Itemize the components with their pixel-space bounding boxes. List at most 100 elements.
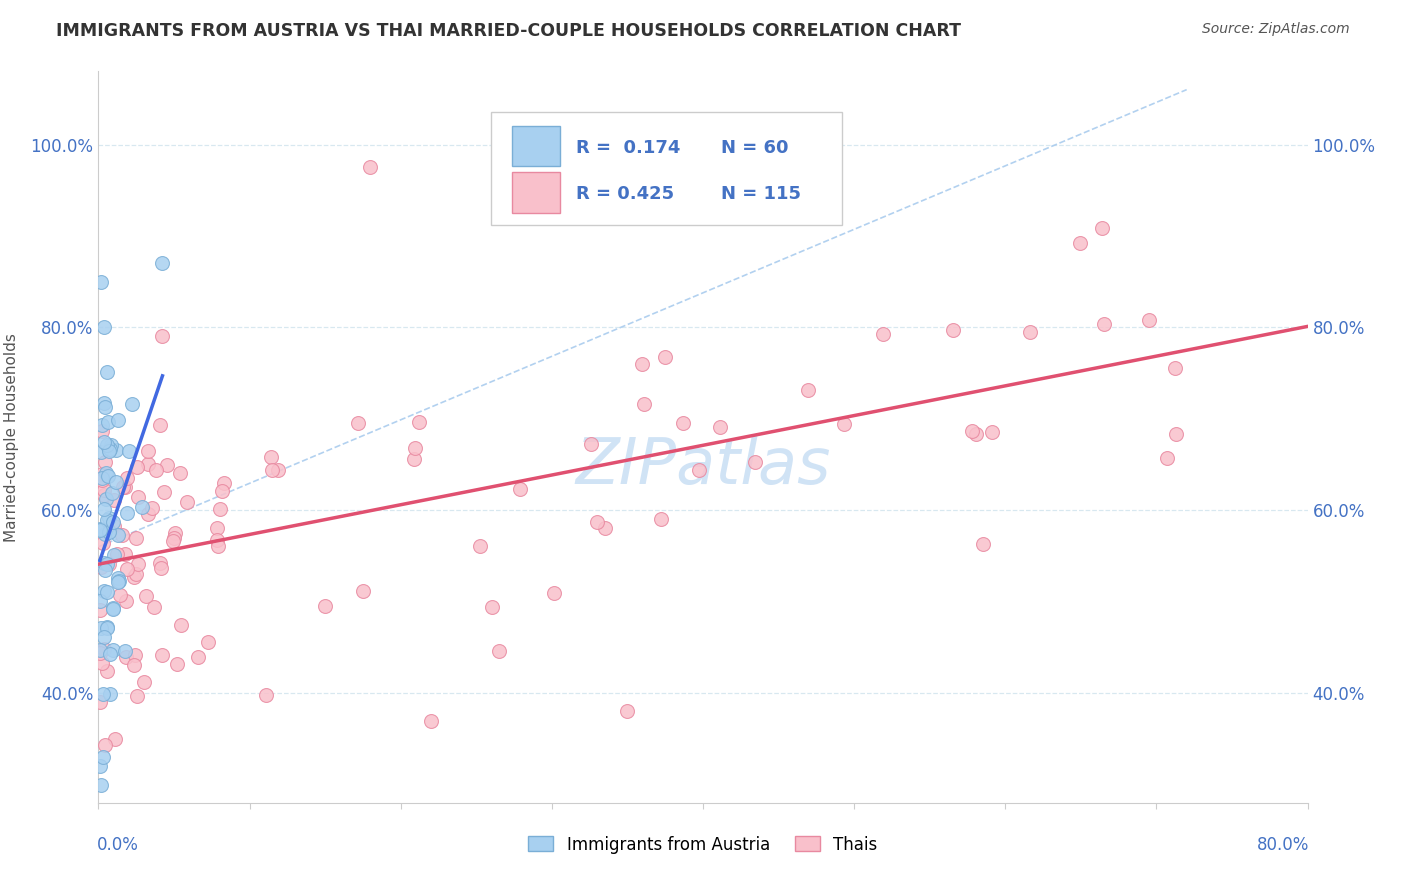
Point <box>98 442 121 456</box>
Point <box>1137 313 1160 327</box>
Point <box>347 416 370 430</box>
FancyBboxPatch shape <box>512 172 561 212</box>
Point <box>209 501 232 516</box>
Point <box>408 416 430 430</box>
FancyBboxPatch shape <box>492 112 842 225</box>
Point <box>797 383 820 397</box>
Point <box>197 635 219 649</box>
Point <box>404 441 426 455</box>
Point <box>100 438 122 452</box>
Point <box>260 450 283 465</box>
Point <box>942 323 965 337</box>
Point <box>114 479 136 493</box>
Point <box>163 526 186 541</box>
Point <box>122 657 145 672</box>
Point <box>91 471 114 485</box>
Point <box>98 688 121 702</box>
Point <box>103 519 125 533</box>
Point <box>149 417 172 432</box>
Point <box>579 437 602 451</box>
Point <box>104 475 127 489</box>
Point <box>89 603 111 617</box>
Point <box>90 778 112 792</box>
Text: Source: ZipAtlas.com: Source: ZipAtlas.com <box>1202 22 1350 37</box>
Point <box>96 584 118 599</box>
Point <box>402 452 425 467</box>
Text: N = 60: N = 60 <box>721 139 789 157</box>
Point <box>90 473 112 487</box>
Point <box>103 601 125 615</box>
Point <box>543 586 565 600</box>
Point <box>314 599 336 613</box>
Point <box>256 688 278 702</box>
Text: 0.0%: 0.0% <box>97 836 139 854</box>
Point <box>124 570 146 584</box>
Point <box>103 493 125 508</box>
Point <box>94 466 117 480</box>
Point <box>156 458 179 472</box>
Point <box>585 515 607 529</box>
Text: 80.0%: 80.0% <box>1257 836 1309 854</box>
Point <box>267 463 290 477</box>
Point <box>96 438 118 452</box>
Point <box>145 463 167 477</box>
Point <box>170 618 193 632</box>
Point <box>136 507 159 521</box>
Point <box>90 445 112 459</box>
Point <box>107 413 129 427</box>
Point <box>90 560 112 574</box>
Point <box>124 648 146 662</box>
Point <box>118 443 141 458</box>
Point <box>650 512 672 526</box>
Point <box>360 161 382 175</box>
Text: N = 115: N = 115 <box>721 186 801 203</box>
Point <box>141 500 163 515</box>
Point <box>96 365 118 379</box>
Point <box>135 589 157 603</box>
Point <box>97 511 120 525</box>
Point <box>91 417 114 432</box>
Point <box>115 594 138 608</box>
Point <box>89 695 111 709</box>
Point <box>153 485 176 500</box>
Point <box>162 533 184 548</box>
Point <box>488 643 510 657</box>
Point <box>97 557 120 571</box>
Point <box>90 621 112 635</box>
Point <box>94 526 117 541</box>
Point <box>98 647 121 661</box>
Point <box>1091 221 1114 235</box>
Point <box>1092 317 1115 331</box>
Point <box>131 500 153 514</box>
Point <box>93 434 115 449</box>
Point <box>107 574 129 588</box>
Point <box>1164 361 1187 376</box>
Point <box>127 490 149 504</box>
Point <box>89 594 111 608</box>
Point <box>1019 325 1042 339</box>
Point <box>101 485 124 500</box>
Point <box>1069 235 1091 250</box>
Point <box>420 714 443 728</box>
Point <box>688 463 710 477</box>
Point <box>972 537 994 551</box>
Point <box>89 646 111 660</box>
Point <box>96 664 118 678</box>
Point <box>832 417 855 431</box>
Point <box>94 401 117 415</box>
Point <box>481 599 503 614</box>
Point <box>112 479 135 493</box>
Point <box>105 443 128 458</box>
Point <box>352 584 374 599</box>
Point <box>150 561 173 575</box>
Point <box>262 463 284 477</box>
Point <box>94 564 117 578</box>
Point <box>633 397 655 411</box>
Point <box>103 601 125 615</box>
Point <box>93 501 115 516</box>
Point <box>207 521 229 535</box>
Point <box>97 469 120 483</box>
Point <box>138 444 160 458</box>
Point <box>1164 427 1187 442</box>
Point <box>91 536 114 550</box>
